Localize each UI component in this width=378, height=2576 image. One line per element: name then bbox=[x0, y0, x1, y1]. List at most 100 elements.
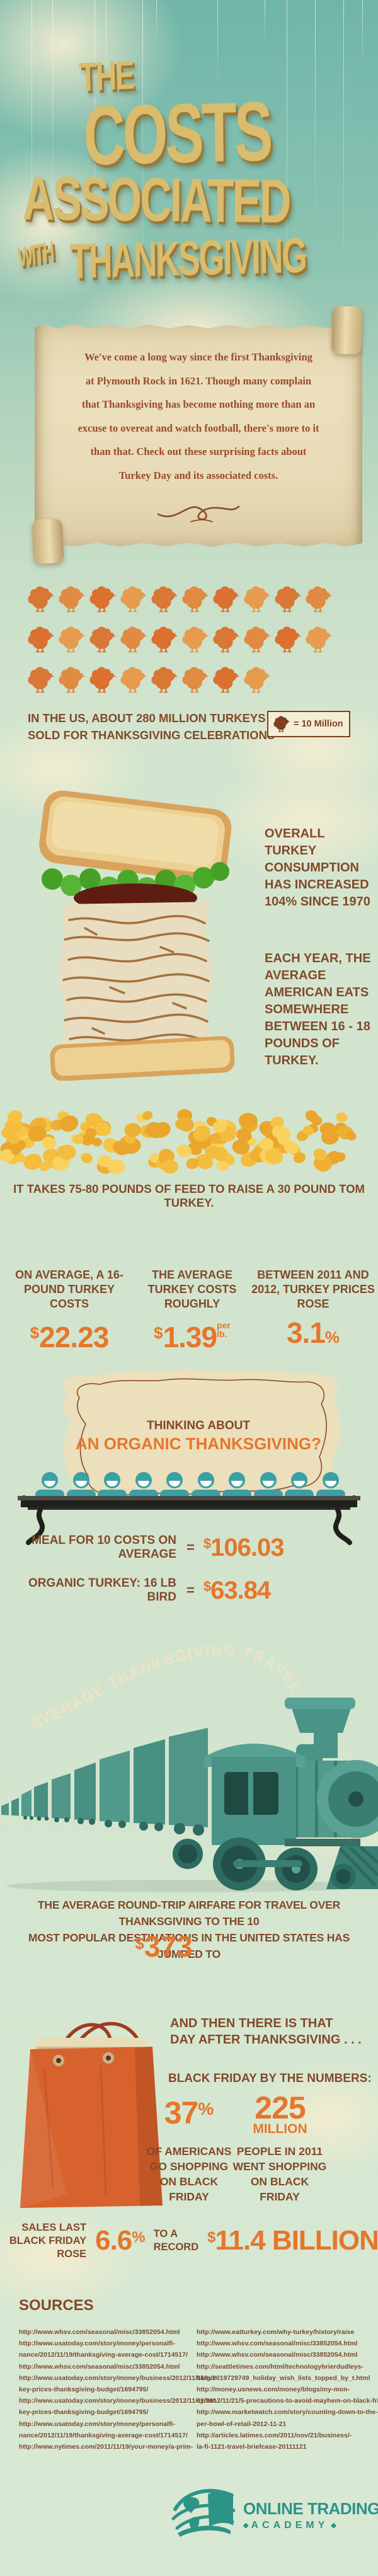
meal-value: $106.03 bbox=[203, 1533, 285, 1562]
source-url: http://www.whsv.com/seasonal/misc/338520… bbox=[197, 2340, 358, 2348]
string-decoration bbox=[343, 0, 344, 252]
string-decoration bbox=[156, 0, 157, 38]
organic-turkey-row: ORGANIC TURKEY: 16 LB BIRD = $63.84 bbox=[0, 1573, 378, 1608]
turkey-icon bbox=[244, 665, 270, 694]
bf-stat-label: OF AMERICANS GO SHOPPING ON BLACK FRIDAY bbox=[146, 2145, 232, 2203]
source-url: http://www.nytimes.com/2011/11/19/your-m… bbox=[19, 2443, 193, 2451]
diamond-icon: ◆ bbox=[243, 2522, 249, 2529]
equals-sign: = bbox=[186, 1582, 195, 1598]
turkey-icon bbox=[306, 585, 332, 614]
source-url: nance/2012/11/19/thanksgiving-average-co… bbox=[19, 2351, 188, 2359]
source-url: http://www.whsv.com/seasonal/misc/338520… bbox=[19, 2362, 180, 2371]
sources-column-1: http://www.whsv.com/seasonal/misc/338520… bbox=[19, 2326, 217, 2452]
airfare-value: $373 bbox=[69, 1929, 258, 1964]
caption-line: IN THE US, ABOUT 280 MILLION TURKEYS ARE bbox=[28, 711, 294, 725]
turkey-icon bbox=[59, 585, 85, 614]
turkey-consumption-fact: OVERALL TURKEY CONSUMPTION HAS INCREASED… bbox=[265, 827, 370, 909]
title-word-with: WITH bbox=[17, 236, 54, 273]
brand-subname: ◆ ACADEMY ◆ bbox=[243, 2519, 336, 2531]
source-url: http://money.usnews.com/money/blogs/my-m… bbox=[197, 2386, 350, 2394]
caption-line: AND THEN THERE IS THAT bbox=[170, 2016, 333, 2030]
percent-sign: % bbox=[198, 2099, 214, 2119]
meal-number: 106.03 bbox=[210, 1533, 284, 1561]
train-illustration bbox=[1, 1698, 378, 1892]
stat-number: 3.1 bbox=[286, 1316, 326, 1349]
caption-line: MOST POPULAR DESTINATIONS IN THE UNITED … bbox=[28, 1931, 350, 1960]
caption-line: THE AVERAGE ROUND-TRIP AIRFARE FOR TRAVE… bbox=[37, 1899, 341, 1928]
travel-arc-heading: AVERAGE THANKSGIVING TRAVEL COST bbox=[16, 1638, 312, 1733]
source-url: http://www.whsv.com/seasonal/misc/338520… bbox=[19, 2328, 180, 2336]
percent-sign: % bbox=[324, 1328, 340, 1347]
currency-sign: $ bbox=[203, 1535, 211, 1551]
stat-average-turkey-cost: ON AVERAGE, A 16-POUND TURKEY COSTS $22.… bbox=[5, 1268, 134, 1354]
bf-stat-percent-shoppers: 37% bbox=[148, 2097, 230, 2129]
unit-bottom: lb. bbox=[217, 1329, 227, 1339]
stat-value: $22.23 bbox=[5, 1319, 134, 1354]
turkey-icon bbox=[182, 625, 209, 654]
turkey-icon bbox=[151, 585, 178, 614]
source-url: blog/2019729749_holiday_wish_lists_toppe… bbox=[197, 2374, 370, 2382]
source-url: ey/2012/11/21/5-precautions-to-avoid-may… bbox=[197, 2397, 378, 2405]
stat-number: 11.4 BILLION bbox=[215, 2225, 378, 2256]
currency-sign: $ bbox=[135, 1934, 144, 1953]
turkey-icon bbox=[59, 625, 85, 654]
turkey-icon bbox=[213, 585, 239, 614]
source-url: http://www.eatturkey.com/why-turkey/hist… bbox=[197, 2328, 355, 2336]
bf-stat-shopper-count: 225 MILLION bbox=[234, 2090, 326, 2136]
airfare-number: 373 bbox=[144, 1930, 193, 1963]
turkey-icon bbox=[275, 585, 301, 614]
black-friday-heading: BLACK FRIDAY BY THE NUMBERS: bbox=[168, 2072, 372, 2085]
sales-value: $11.4 BILLION bbox=[207, 2225, 378, 2257]
stat-label: BETWEEN 2011 AND 2012, TURKEY PRICES ROS… bbox=[251, 1268, 375, 1310]
pictograph-row bbox=[28, 625, 350, 654]
logo-text: ONLINE TRADING® ◆ ACADEMY ◆ bbox=[243, 2499, 378, 2531]
turkey-icon bbox=[151, 625, 178, 654]
sales-percent: 6.6% bbox=[95, 2225, 146, 2257]
meal-label: ORGANIC TURKEY: 16 LB BIRD bbox=[28, 1577, 176, 1604]
turkey-icon bbox=[89, 665, 116, 694]
intro-line: Turkey Day and its associated costs. bbox=[118, 469, 278, 481]
turkey-icon bbox=[28, 585, 54, 614]
turkey-icon bbox=[306, 625, 332, 654]
stat-number: 225 bbox=[255, 2090, 306, 2125]
turkey-icon bbox=[213, 665, 239, 694]
sales-lead-label: SALES LAST BLACK FRIDAY ROSE bbox=[9, 2221, 87, 2260]
sources-column-2: http://www.eatturkey.com/why-turkey/hist… bbox=[197, 2326, 378, 2452]
source-url: http://www.usatoday.com/story/money/busi… bbox=[19, 2374, 217, 2382]
shopping-bag-illustration bbox=[20, 2021, 163, 2208]
stat-label: ON AVERAGE, A 16-POUND TURKEY COSTS bbox=[15, 1268, 123, 1310]
turkey-icon bbox=[244, 625, 270, 654]
stat-value: 3.1% bbox=[251, 1316, 375, 1351]
caption-line: SOLD FOR THANKSGIVING CELEBRATIONS bbox=[28, 728, 275, 742]
caption-line: DAY AFTER THANKSGIVING . . . bbox=[170, 2033, 362, 2047]
brand-name: ONLINE TRADING® bbox=[243, 2498, 378, 2518]
turkey-icon bbox=[59, 665, 85, 694]
turkey-icon bbox=[120, 585, 147, 614]
turkey-per-capita-fact: EACH YEAR, THE AVERAGE AMERICAN EATS SOM… bbox=[265, 952, 371, 1067]
legend-label: = 10 Million bbox=[294, 719, 343, 729]
stat-value: $1.39per lb. bbox=[139, 1319, 246, 1352]
turkey-icon bbox=[120, 665, 147, 694]
turkey-icon bbox=[275, 625, 301, 654]
currency-sign: $ bbox=[207, 2229, 215, 2246]
turkey-icon bbox=[89, 625, 116, 654]
scroll-illustration bbox=[35, 324, 362, 547]
source-url: nance/2012/11/19/thanksgiving-average-co… bbox=[19, 2431, 188, 2439]
intro-line: than that. Check out these surprising fa… bbox=[90, 446, 307, 457]
stat-number: 22.23 bbox=[39, 1321, 109, 1354]
turkey-icon bbox=[182, 665, 209, 694]
string-decoration bbox=[217, 0, 218, 79]
source-url: http://www.usatoday.com/story/money/busi… bbox=[19, 2397, 217, 2405]
equals-sign: = bbox=[186, 1539, 195, 1555]
turkeys-sold-caption: IN THE US, ABOUT 280 MILLION TURKEYS ARE… bbox=[28, 710, 293, 744]
sales-mid-label: TO A RECORD bbox=[153, 2228, 199, 2253]
intro-paragraph: We've come a long way since the first Th… bbox=[60, 345, 337, 487]
unit-top: per bbox=[217, 1320, 231, 1330]
source-url: per-bowl-of-retail-2012-11-21 bbox=[197, 2420, 287, 2428]
source-url: http://www.marketwatch.com/story/countin… bbox=[197, 2408, 378, 2417]
turkey-pictograph bbox=[28, 585, 350, 706]
turkey-icon bbox=[120, 625, 147, 654]
string-decoration bbox=[362, 0, 363, 60]
currency-sign: $ bbox=[30, 1323, 40, 1342]
